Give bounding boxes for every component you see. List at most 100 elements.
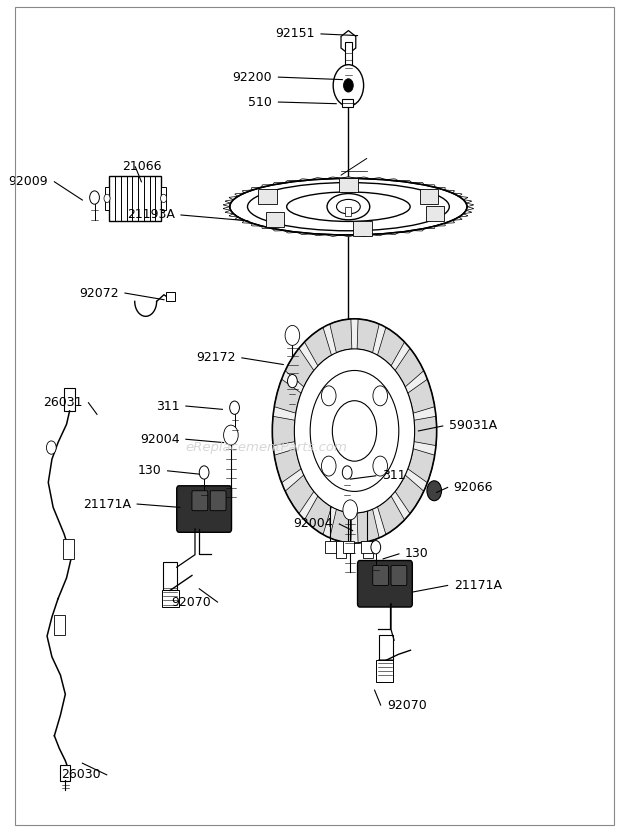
Polygon shape [435, 223, 445, 226]
FancyBboxPatch shape [358, 561, 412, 607]
Text: 311: 311 [382, 469, 405, 483]
Text: 92004: 92004 [140, 433, 180, 446]
Polygon shape [395, 475, 424, 513]
Bar [379, 636, 394, 661]
FancyBboxPatch shape [177, 486, 231, 532]
Polygon shape [408, 379, 435, 414]
Text: 21066: 21066 [122, 161, 161, 173]
Polygon shape [412, 182, 424, 185]
Polygon shape [408, 448, 435, 483]
Circle shape [343, 79, 353, 92]
Text: 92070: 92070 [172, 596, 211, 608]
Polygon shape [330, 509, 352, 543]
Bar [110, 176, 161, 221]
Bar [161, 591, 179, 607]
Text: 21193A: 21193A [127, 209, 175, 221]
Circle shape [104, 194, 110, 202]
Circle shape [333, 65, 363, 106]
Bar [345, 42, 352, 82]
Bar [325, 542, 335, 553]
Polygon shape [285, 349, 314, 387]
Text: 26030: 26030 [61, 768, 100, 781]
Text: 130: 130 [405, 547, 429, 561]
Polygon shape [356, 235, 371, 236]
Text: 92200: 92200 [232, 71, 272, 83]
Circle shape [161, 194, 167, 202]
Polygon shape [223, 203, 231, 206]
Polygon shape [274, 448, 301, 483]
Ellipse shape [286, 192, 410, 221]
Text: 92151: 92151 [275, 27, 315, 41]
Polygon shape [262, 185, 273, 187]
Bar [161, 187, 166, 210]
FancyBboxPatch shape [210, 491, 226, 511]
Polygon shape [399, 230, 412, 233]
Circle shape [332, 401, 376, 461]
Polygon shape [414, 416, 436, 446]
FancyBboxPatch shape [391, 566, 407, 586]
Polygon shape [378, 496, 404, 534]
Polygon shape [304, 327, 332, 366]
Circle shape [342, 466, 352, 479]
Text: 130: 130 [138, 464, 161, 478]
Polygon shape [371, 234, 385, 235]
Bar [259, 190, 277, 205]
Polygon shape [435, 187, 445, 190]
Polygon shape [285, 181, 298, 183]
Text: 92066: 92066 [454, 481, 494, 494]
Text: 311: 311 [156, 399, 180, 413]
Circle shape [288, 374, 297, 388]
Bar [345, 206, 352, 216]
Circle shape [343, 500, 358, 520]
Text: 510: 510 [249, 96, 272, 108]
Polygon shape [225, 200, 233, 203]
Bar [363, 542, 373, 558]
Bar [64, 388, 75, 411]
Polygon shape [242, 220, 252, 223]
Bar [60, 765, 70, 781]
Circle shape [294, 349, 415, 513]
Polygon shape [341, 176, 356, 178]
Polygon shape [466, 206, 474, 210]
Bar [426, 206, 444, 220]
Circle shape [373, 456, 388, 476]
Polygon shape [385, 179, 399, 181]
Polygon shape [272, 416, 295, 446]
Polygon shape [223, 206, 231, 210]
Polygon shape [453, 193, 462, 196]
Text: 92009: 92009 [9, 176, 48, 188]
Polygon shape [463, 200, 472, 203]
FancyBboxPatch shape [373, 566, 389, 586]
Text: eReplacementParts.com: eReplacementParts.com [185, 441, 347, 454]
Circle shape [285, 325, 299, 345]
Polygon shape [242, 190, 252, 193]
Text: 21171A: 21171A [454, 579, 502, 592]
Bar [361, 542, 372, 553]
Polygon shape [424, 185, 435, 187]
Circle shape [427, 481, 441, 501]
Polygon shape [312, 234, 326, 235]
Bar [266, 212, 284, 227]
Circle shape [373, 386, 388, 406]
Polygon shape [273, 182, 285, 185]
Ellipse shape [327, 194, 370, 220]
Ellipse shape [229, 178, 467, 235]
Polygon shape [378, 327, 404, 366]
Circle shape [229, 401, 239, 414]
Polygon shape [274, 379, 301, 414]
Bar [336, 542, 346, 558]
Bar [54, 616, 64, 636]
Polygon shape [341, 31, 356, 54]
Bar [353, 220, 372, 235]
Polygon shape [251, 223, 262, 226]
Polygon shape [466, 203, 474, 206]
Bar [162, 562, 177, 591]
Polygon shape [298, 179, 312, 181]
Ellipse shape [337, 200, 360, 214]
Polygon shape [357, 509, 379, 543]
FancyBboxPatch shape [192, 491, 208, 511]
Polygon shape [424, 226, 435, 229]
Circle shape [46, 441, 56, 454]
Circle shape [321, 386, 336, 406]
Polygon shape [298, 232, 312, 235]
